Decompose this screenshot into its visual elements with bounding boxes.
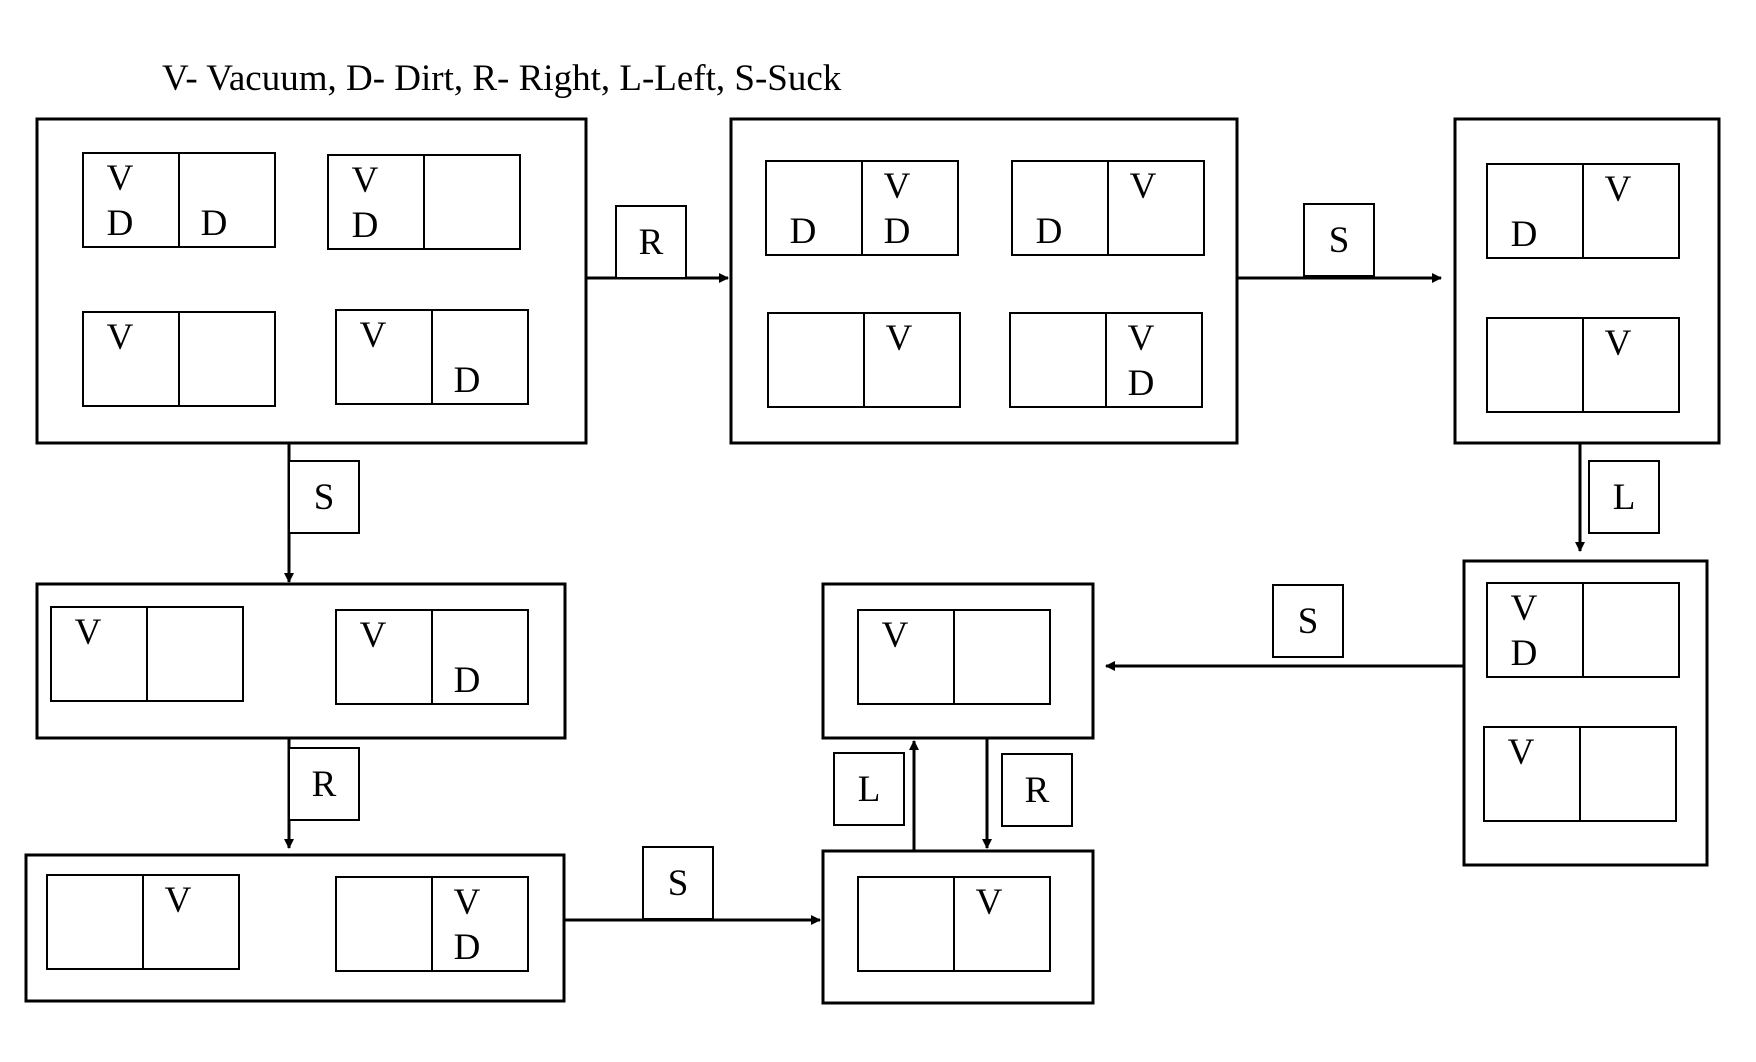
vacuum-marker: V (107, 158, 134, 199)
dirt-marker: D (884, 211, 911, 252)
state-box (821, 582, 1095, 740)
world-config: VD (1009, 312, 1203, 408)
transition-s5-s8: R (982, 738, 1073, 849)
vacuum-marker: V (1605, 323, 1632, 364)
world-config: DV (1011, 160, 1205, 256)
transition-s3-s4: L (1575, 443, 1660, 552)
world-config: VD (335, 876, 529, 972)
state-box (24, 853, 566, 1003)
vacuum-marker: V (107, 317, 134, 358)
vacuum-marker: V (454, 882, 481, 923)
world-config: V (1486, 317, 1680, 413)
dirt-marker: D (1036, 211, 1063, 252)
transition-s6-s7: R (284, 738, 360, 849)
transition-s8-s5: L (833, 740, 919, 851)
world-config: VD (1486, 582, 1680, 678)
world-config: V (857, 609, 1051, 705)
state-box (1453, 117, 1721, 445)
action-label-box (288, 747, 360, 821)
world-config: VD (327, 154, 521, 250)
legend-text: V- Vacuum, D- Dirt, R- Right, L-Left, S-… (162, 58, 842, 99)
action-label-box (615, 205, 687, 279)
action-label-box (288, 460, 360, 534)
state-s5: V (821, 582, 1095, 740)
action-label-box (1303, 203, 1375, 277)
dirt-marker: D (201, 203, 228, 244)
action-label-box (642, 846, 714, 920)
dirt-marker: D (454, 360, 481, 401)
vacuum-marker: V (1128, 318, 1155, 359)
action-label: S (314, 477, 335, 518)
vacuum-marker: V (1511, 588, 1538, 629)
state-s4: VDV (1462, 559, 1709, 867)
vacuum-marker: V (75, 612, 102, 653)
state-s2: DVD DVV VD (729, 117, 1239, 445)
vacuum-marker: V (1508, 732, 1535, 773)
dirt-marker: D (454, 927, 481, 968)
world-config: V (1483, 726, 1677, 822)
action-label-box (1272, 584, 1344, 658)
state-box (35, 117, 588, 445)
action-label: L (858, 769, 881, 810)
state-s6: V VD (35, 582, 567, 740)
transition-s4-s5: S (1105, 584, 1464, 671)
state-box (1462, 559, 1709, 867)
action-label-box (1588, 460, 1660, 534)
action-label: R (1025, 770, 1050, 811)
world-config: VD D (82, 152, 276, 248)
dirt-marker: D (352, 205, 379, 246)
vacuum-marker: V (1130, 166, 1157, 207)
vacuum-marker: V (360, 615, 387, 656)
world-config: V (767, 312, 961, 408)
vacuum-marker: V (1605, 169, 1632, 210)
world-config: V (46, 874, 240, 970)
transition-s1-s2: R (586, 205, 729, 283)
dirt-marker: D (1511, 214, 1538, 255)
action-label: R (312, 764, 337, 805)
world-config: DV (1486, 163, 1680, 259)
action-label: S (1298, 601, 1319, 642)
action-label: R (639, 222, 664, 263)
transition-s7-s8: S (564, 846, 821, 925)
world-config: V (857, 876, 1051, 972)
transition-s1-s6: S (284, 443, 360, 583)
world-config: V (82, 311, 276, 407)
vacuum-marker: V (976, 882, 1003, 923)
transition-s2-s3: S (1237, 203, 1442, 283)
vacuum-marker: V (886, 318, 913, 359)
action-label: S (1329, 220, 1350, 261)
vacuum-marker: V (352, 160, 379, 201)
vacuum-marker: V (165, 880, 192, 921)
state-s3: DVV (1453, 117, 1721, 445)
dirt-marker: D (454, 660, 481, 701)
dirt-marker: D (1511, 633, 1538, 674)
world-config: VD (335, 309, 529, 405)
state-s7: V VD (24, 853, 566, 1003)
state-box (821, 849, 1095, 1005)
dirt-marker: D (107, 203, 134, 244)
vacuum-marker: V (360, 315, 387, 356)
state-s8: V (821, 849, 1095, 1005)
world-config: DVD (765, 160, 959, 256)
action-label: S (668, 863, 689, 904)
dirt-marker: D (790, 211, 817, 252)
state-box (729, 117, 1239, 445)
vacuum-marker: V (882, 615, 909, 656)
action-label-box (833, 752, 905, 826)
transitions-layer: R S L S S R S L R (284, 203, 1660, 925)
world-config: VD (335, 609, 529, 705)
dirt-marker: D (1128, 363, 1155, 404)
action-label: L (1613, 477, 1636, 518)
vacuum-marker: V (884, 166, 911, 207)
action-label-box (1001, 753, 1073, 827)
world-config: V (50, 606, 244, 702)
